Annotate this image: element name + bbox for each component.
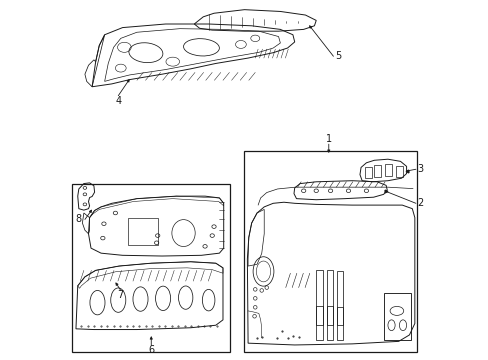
Bar: [384, 164, 391, 176]
Bar: [128, 219, 158, 245]
Text: 3: 3: [416, 164, 423, 174]
Bar: [72, 184, 230, 352]
Bar: [336, 307, 343, 339]
Bar: [316, 270, 322, 325]
Bar: [384, 293, 410, 339]
Text: 1: 1: [325, 134, 331, 144]
Bar: [336, 271, 343, 325]
Text: 2: 2: [416, 198, 423, 208]
Bar: [364, 167, 371, 178]
Text: 4: 4: [115, 96, 121, 106]
Bar: [244, 151, 416, 352]
Text: 5: 5: [334, 51, 341, 61]
Text: 8: 8: [76, 215, 81, 224]
Bar: [395, 166, 402, 177]
Bar: [316, 306, 322, 339]
Bar: [326, 306, 333, 339]
Text: 7: 7: [118, 291, 123, 301]
Bar: [326, 270, 333, 325]
Text: 6: 6: [148, 345, 154, 355]
Bar: [373, 165, 381, 177]
